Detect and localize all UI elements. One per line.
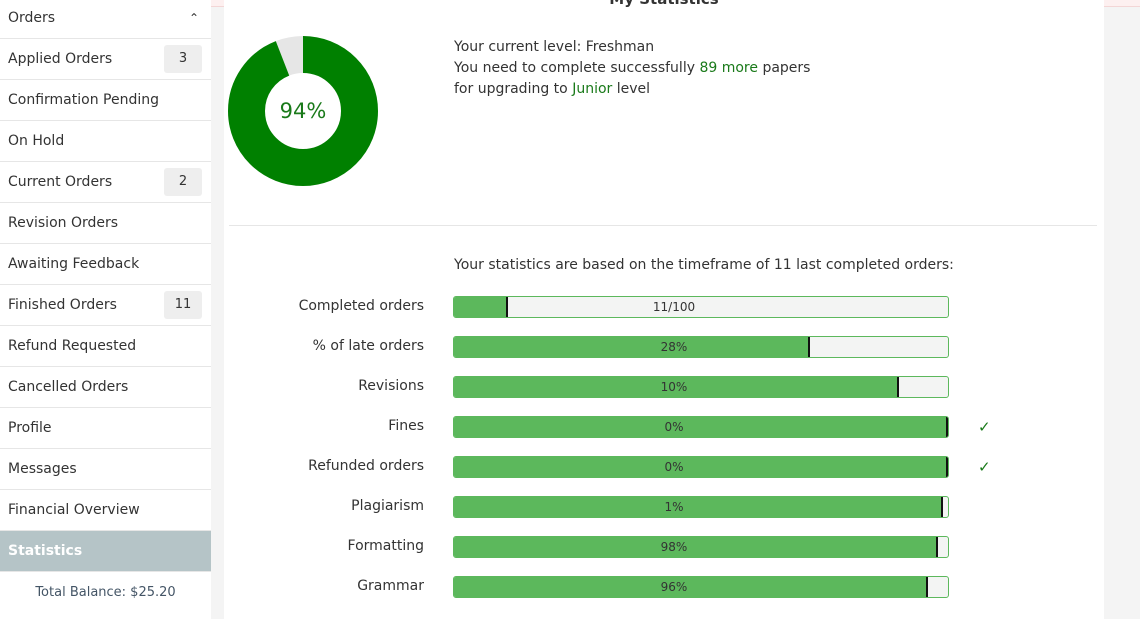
progress-label: 11/100 — [652, 300, 696, 314]
progress-fill — [454, 297, 509, 317]
count-badge: 2 — [164, 168, 202, 196]
menu-label: Applied Orders — [8, 51, 113, 67]
progress-label: 98% — [660, 540, 688, 554]
stat-label: Revisions — [358, 378, 424, 394]
stat-row: Formatting 98% — [224, 536, 1104, 560]
text: Your current level: — [454, 39, 582, 55]
menu-item[interactable]: Profile — [0, 408, 211, 449]
progress-bar: 96% — [453, 576, 949, 598]
progress-fill — [454, 417, 948, 437]
stat-row: % of late orders 28% — [224, 336, 1104, 360]
menu-label: Awaiting Feedback — [8, 256, 140, 272]
progress-fill — [454, 497, 944, 517]
stat-row: Completed orders 11/100 — [224, 296, 1104, 320]
progress-fill — [454, 337, 810, 357]
menu-label: On Hold — [8, 133, 65, 149]
text: level — [616, 81, 651, 97]
text: You need to complete successfully — [454, 60, 695, 76]
chevron: ⌃ — [188, 11, 199, 25]
stat-label: Formatting — [347, 538, 424, 554]
stat-row: Plagiarism 1% — [224, 496, 1104, 520]
progress-bar: 28% — [453, 336, 949, 358]
stat-row: Fines 0% ✓ — [224, 416, 1104, 440]
progress-label: 0% — [664, 460, 684, 474]
stat-row: Grammar 96% — [224, 576, 1104, 600]
menu-item[interactable]: Financial Overview — [0, 490, 211, 531]
progress-label: 96% — [660, 580, 688, 594]
text: for upgrading to — [454, 81, 568, 97]
menu-label: Current Orders — [8, 174, 113, 190]
menu-item[interactable]: Revision Orders — [0, 203, 211, 244]
level-line: Your current level: Freshman — [454, 39, 654, 55]
stat-label: % of late orders — [312, 338, 424, 354]
divider — [229, 225, 1097, 226]
progress-label: 10% — [660, 380, 688, 394]
menu: Applied Orders 3 Confirmation Pending On Ho… — [0, 39, 211, 572]
menu-label: Revision Orders — [8, 215, 119, 231]
stat-label: Plagiarism — [351, 498, 424, 514]
menu-item[interactable]: Finished Orders 11 — [0, 285, 211, 326]
progress-bar: 11/100 — [453, 296, 949, 318]
count-badge: 11 — [164, 291, 202, 319]
menu-item[interactable]: Messages — [0, 449, 211, 490]
page-title: My Statistics — [224, 0, 1104, 8]
menu-label: Confirmation Pending — [8, 92, 159, 108]
menu-item[interactable]: Awaiting Feedback — [0, 244, 211, 285]
menu-item[interactable]: Current Orders 2 — [0, 162, 211, 203]
text: papers — [762, 60, 811, 76]
menu-label: Finished Orders — [8, 297, 117, 313]
progress-fill — [454, 377, 899, 397]
menu-item[interactable]: Cancelled Orders — [0, 367, 211, 408]
level-line: for upgrading to Junior level — [454, 81, 650, 97]
progress-fill — [454, 577, 929, 597]
progress-fill — [454, 537, 939, 557]
menu-item[interactable]: Applied Orders 3 — [0, 39, 211, 80]
menu-item[interactable]: On Hold — [0, 121, 211, 162]
menu-item[interactable]: Refund Requested — [0, 326, 211, 367]
menu-label: Refund Requested — [8, 338, 137, 354]
stat-label: Grammar — [357, 578, 424, 594]
level: Freshman — [585, 39, 655, 55]
stat-label: Completed orders — [298, 298, 424, 314]
progress-label: 1% — [664, 500, 684, 514]
progress-bar: 98% — [453, 536, 949, 558]
main-panel: My Statistics 94% Your current level: Fr… — [224, 0, 1104, 619]
highlight: 89 more — [699, 60, 758, 76]
progress-label: 0% — [664, 420, 684, 434]
highlight: Junior — [572, 81, 613, 97]
menu-item[interactable]: Confirmation Pending — [0, 80, 211, 121]
donut-arc — [228, 36, 378, 186]
stat-label: Fines — [388, 418, 424, 434]
progress-bar: 1% — [453, 496, 949, 518]
menu-label: Profile — [8, 420, 52, 436]
donut: 94% — [228, 36, 378, 186]
progress-bar: 10% — [453, 376, 949, 398]
balance: Total Balance: $25.20 — [35, 585, 176, 600]
progress-fill — [454, 457, 948, 477]
check-mark: ✓ — [978, 458, 991, 476]
stat-row: Revisions 10% — [224, 376, 1104, 400]
level-line: You need to complete successfully 89 mor… — [454, 60, 810, 76]
stat-label: Refunded orders — [308, 458, 424, 474]
menu-label: Financial Overview — [8, 502, 140, 518]
check-mark: ✓ — [978, 418, 991, 436]
donut-label: 94% — [280, 99, 327, 123]
menu-label: Messages — [8, 461, 77, 477]
menu-item[interactable]: Statistics — [0, 531, 211, 572]
menu-label: Statistics — [8, 543, 83, 559]
progress-bar: 0% — [453, 456, 949, 478]
stats-intro: Your statistics are based on the timefra… — [454, 257, 954, 273]
menu-label: Cancelled Orders — [8, 379, 129, 395]
sidebar: Orders ⌃ Applied Orders 3 Confirmation Pend… — [0, 0, 211, 619]
stat-row: Refunded orders 0% ✓ — [224, 456, 1104, 480]
count-badge: 3 — [164, 45, 202, 73]
progress-label: 28% — [660, 340, 688, 354]
section-title: Orders — [8, 10, 56, 26]
progress-bar: 0% — [453, 416, 949, 438]
sidebar-section[interactable]: Orders ⌃ — [0, 0, 211, 39]
